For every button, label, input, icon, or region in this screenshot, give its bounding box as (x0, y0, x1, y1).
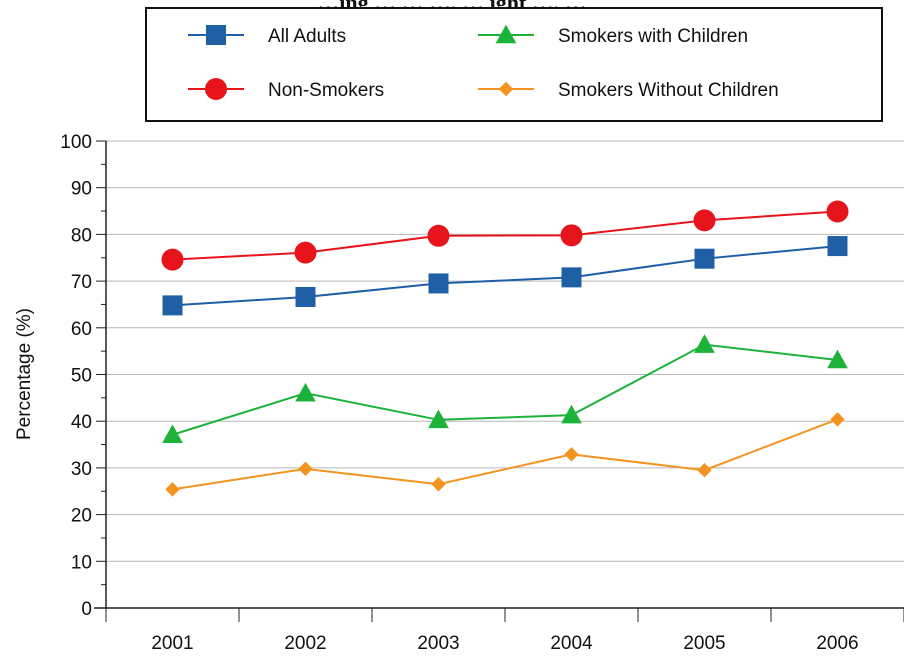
series-line (172, 210, 838, 261)
data-point (428, 273, 449, 294)
data-point (298, 461, 313, 477)
data-point (826, 200, 849, 223)
y-tick-label: 60 (71, 319, 92, 340)
x-tick-label: 2006 (816, 633, 858, 654)
legend-box (145, 7, 883, 122)
legend-item: Smokers Without Children (478, 80, 779, 101)
data-point (827, 349, 848, 369)
y-tick-label: 0 (81, 599, 92, 620)
series-non-smokers (161, 200, 849, 271)
data-point (561, 267, 582, 288)
data-point (165, 482, 180, 497)
data-point (694, 248, 715, 269)
y-axis-label: Percentage (%) (14, 308, 35, 440)
legend-marker (206, 25, 226, 45)
data-point (162, 424, 183, 444)
y-tick-label: 10 (71, 552, 92, 573)
x-tick-label: 2003 (417, 633, 459, 654)
data-point (697, 463, 712, 478)
data-point (431, 477, 446, 492)
legend-marker (205, 78, 227, 100)
series-line (172, 343, 838, 436)
legend-item: Non-Smokers (188, 78, 384, 101)
data-point (162, 295, 183, 316)
x-tick-label: 2005 (683, 633, 725, 654)
x-tick-label: 2001 (151, 633, 193, 654)
legend-label: All Adults (268, 26, 346, 47)
series-line (172, 418, 838, 491)
y-tick-label: 30 (71, 459, 92, 480)
legend-label: Non-Smokers (268, 80, 384, 101)
legend-marker (495, 24, 517, 44)
y-tick-label: 20 (71, 506, 92, 527)
y-tick-label: 90 (71, 179, 92, 200)
legend-item: All Adults (188, 25, 346, 47)
series-smokers-with-children (162, 334, 848, 444)
x-tick-label: 2004 (550, 633, 593, 654)
legend: All Adults Non-Smokers Smokers with Childr… (145, 7, 883, 122)
series-smokers-without-children (165, 412, 845, 497)
data-point (294, 241, 317, 264)
y-tick-label: 100 (60, 132, 92, 153)
legend-marker (498, 81, 514, 97)
y-tick-label: 50 (71, 366, 92, 387)
data-point (427, 224, 450, 247)
data-point (830, 412, 845, 427)
data-point (428, 409, 449, 429)
y-tick-label: 80 (71, 225, 92, 246)
data-point (561, 404, 582, 424)
legend-label: Smokers Without Children (558, 80, 779, 101)
x-tick-label: 2002 (284, 633, 326, 654)
data-point (560, 224, 583, 247)
series-all-adults (162, 236, 848, 316)
data-point (564, 447, 579, 462)
data-point (694, 334, 715, 353)
data-point (161, 248, 184, 271)
data-point (295, 382, 316, 402)
data-point (827, 236, 848, 257)
legend-label: Smokers with Children (558, 26, 748, 47)
y-tick-label: 40 (71, 412, 92, 433)
legend-item: Smokers with Children (478, 24, 748, 47)
data-point (295, 286, 316, 307)
y-tick-label: 70 (71, 272, 92, 293)
series-line (172, 245, 838, 307)
data-point (693, 209, 716, 232)
